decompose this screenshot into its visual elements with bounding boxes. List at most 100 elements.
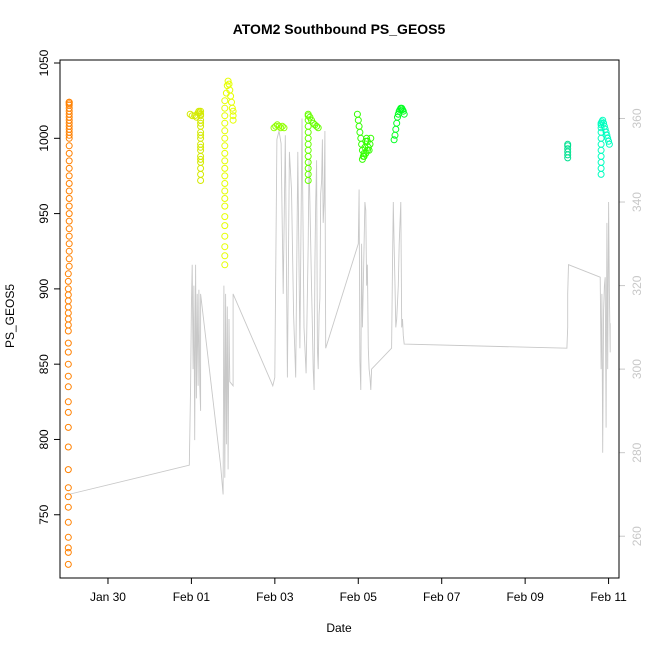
data-point [65,98,73,106]
series-9 [597,116,613,178]
data-point [65,157,73,165]
y-tick-label: 750 [37,504,51,524]
series-7 [390,104,408,144]
x-tick-label: Feb 11 [590,590,627,604]
data-point [221,142,229,150]
data-point [65,202,73,210]
y2-tick-label: 300 [630,359,644,379]
data-point [221,97,229,105]
data-point [65,142,73,150]
data-point [605,140,613,148]
data-point [221,195,229,202]
data-point [65,187,73,195]
data-point [197,155,205,163]
data-point [65,232,73,240]
data-point [280,124,288,132]
data-point [64,466,72,474]
data-point [65,195,73,202]
data-point [64,423,72,431]
y2-tick-label: 340 [630,192,644,212]
y-axis-label: PS_GEOS5 [3,284,17,348]
data-point [399,107,407,115]
data-point [65,149,73,157]
data-point [64,533,72,541]
series-5 [304,110,322,184]
data-point [65,225,73,233]
y-tick-label: 1000 [37,125,51,152]
data-point [65,240,73,248]
y-tick-label: 900 [37,279,51,299]
data-point [65,172,73,180]
data-point [197,177,205,184]
data-point [197,107,205,115]
data-point [65,180,73,187]
data-point [221,213,229,221]
x-tick-label: Jan 30 [90,590,126,604]
data-point [64,360,72,368]
series-8 [564,140,572,162]
data-point [599,116,607,124]
data-point [229,116,237,124]
data-point [221,164,229,172]
data-point [65,262,73,270]
data-point [221,180,229,187]
data-point [229,107,237,115]
data-point [400,110,408,118]
x-tick-label: Feb 07 [423,590,461,604]
data-point [64,503,72,511]
data-point [64,408,72,416]
data-point [221,252,229,260]
data-point [363,146,371,154]
data-point [188,112,196,120]
data-point [64,548,72,556]
data-point [367,134,375,142]
data-point [363,134,371,142]
data-point [64,493,72,501]
data-point [313,122,321,130]
data-point [65,164,73,172]
points-layer [64,77,613,568]
data-point [221,127,229,135]
x-axis-label: Date [326,621,352,635]
data-point [65,210,73,218]
data-point [65,217,73,225]
plot-frame [59,59,620,579]
series-6 [353,110,375,163]
data-point [275,122,283,130]
x-tick-label: Feb 03 [256,590,294,604]
data-point [564,145,572,153]
data-point [197,110,205,118]
data-point [221,119,229,127]
y2-tick-label: 260 [630,526,644,546]
data-point [186,110,194,118]
data-point [221,112,229,120]
data-point [64,270,72,278]
data-point [605,137,613,145]
data-point [65,255,73,263]
data-point [64,383,72,391]
data-point [64,285,72,293]
data-point [277,124,285,132]
data-point [64,443,72,451]
data-point [221,134,229,142]
y2-tick-label: 320 [630,275,644,295]
data-point [221,172,229,180]
data-point [64,372,72,380]
data-point [64,398,72,406]
y2-tick-label: 280 [630,442,644,462]
series-3 [221,77,237,269]
data-point [228,104,236,112]
data-point [221,187,229,195]
series-2 [186,107,205,184]
y2-tick-label: 360 [630,108,644,128]
data-point [221,202,229,210]
series-1 [64,98,73,568]
data-point [221,149,229,157]
y-tick-label: 850 [37,354,51,374]
data-point [64,339,72,347]
data-point [278,122,286,130]
data-point [390,136,398,144]
chart-title: ATOM2 Southbound PS_GEOS5 [233,21,446,37]
